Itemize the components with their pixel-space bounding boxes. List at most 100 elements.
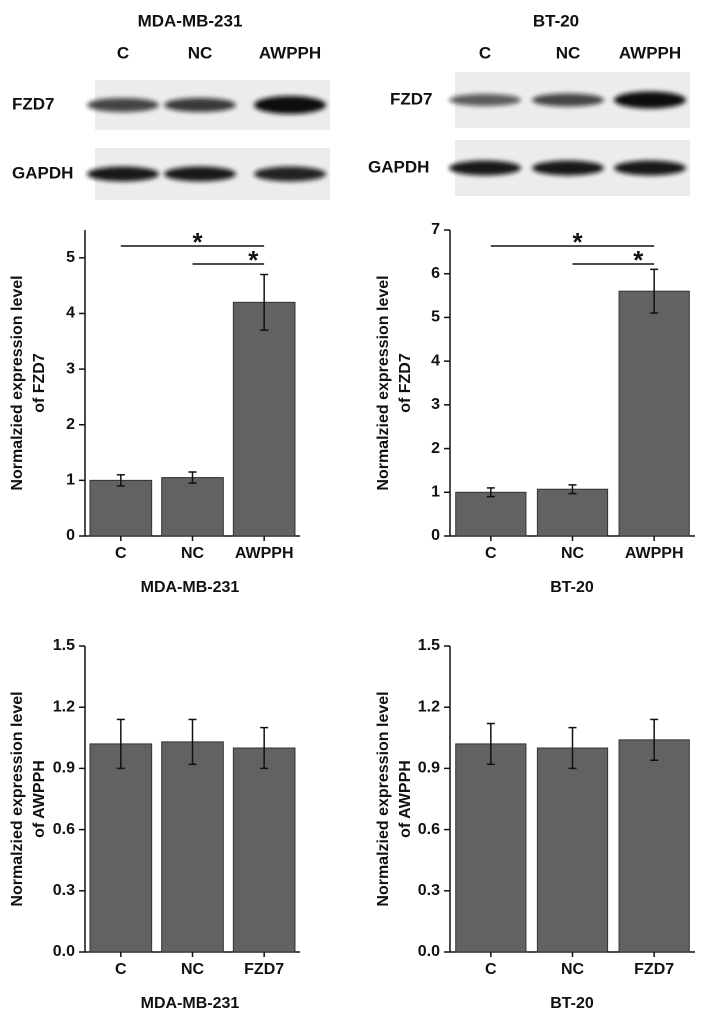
significance-mark: * — [633, 245, 644, 275]
bar — [618, 290, 690, 537]
y-tick-label: 0.0 — [418, 943, 440, 960]
y-tick-label: 1 — [431, 484, 440, 501]
y-tick-label: 5 — [66, 249, 75, 266]
y-tick-label: 1 — [66, 472, 75, 489]
y-tick-label: 0 — [66, 527, 75, 544]
y-tick-label: 1.5 — [53, 637, 75, 654]
x-tick-label: C — [485, 545, 497, 562]
error-bar — [188, 718, 197, 766]
y-tick-label: 0.6 — [53, 821, 75, 838]
y-tick-label: 2 — [66, 416, 75, 433]
blot-title: BT-20 — [533, 11, 579, 30]
blot-band — [614, 160, 686, 176]
blot-band — [87, 98, 159, 112]
x-tick-label: C — [115, 545, 127, 562]
bar — [161, 741, 224, 953]
x-tick-label: NC — [181, 545, 205, 562]
blot-band — [164, 166, 236, 182]
blot-band — [254, 96, 326, 114]
error-bar — [260, 726, 269, 770]
significance-mark: * — [572, 227, 583, 257]
error-bar — [260, 273, 269, 331]
error-bar — [486, 722, 495, 766]
x-tick-label: FZD7 — [634, 961, 674, 978]
y-tick-label: 1.5 — [418, 637, 440, 654]
blot-row-label: FZD7 — [390, 89, 433, 108]
bar — [455, 743, 527, 953]
significance-mark: * — [248, 245, 259, 275]
y-tick-label: 0.3 — [53, 882, 75, 899]
y-axis-title: of FZD7 — [397, 353, 414, 413]
blot-band — [449, 160, 521, 176]
bar — [618, 739, 690, 953]
y-tick-label: 1.2 — [418, 698, 440, 715]
blot-band — [87, 166, 159, 182]
y-tick-label: 0.9 — [418, 760, 440, 777]
y-tick-label: 5 — [431, 309, 440, 326]
bar — [232, 301, 296, 537]
y-tick-label: 3 — [431, 396, 440, 413]
x-tick-label: NC — [561, 961, 585, 978]
error-bar — [568, 726, 577, 770]
x-axis-title: BT-20 — [550, 579, 594, 596]
lane-label: NC — [188, 43, 213, 62]
y-axis-title: Normalzied expression level — [375, 275, 392, 490]
bar — [89, 743, 153, 953]
x-tick-label: FZD7 — [244, 961, 284, 978]
y-axis-title: of AWPPH — [31, 760, 48, 838]
blot-row-label: FZD7 — [12, 94, 55, 113]
blot-band — [449, 94, 521, 106]
blot-band — [254, 166, 326, 182]
bar — [455, 491, 527, 537]
y-axis-title: Normalzied expression level — [375, 691, 392, 906]
error-bar — [188, 471, 197, 484]
x-tick-label: C — [485, 961, 497, 978]
blot-row-label: GAPDH — [12, 163, 73, 182]
y-tick-label: 4 — [431, 352, 440, 369]
y-tick-label: 7 — [431, 221, 440, 238]
error-bar — [116, 474, 125, 487]
x-tick-label: AWPPH — [625, 545, 684, 562]
y-axis-title: of FZD7 — [31, 353, 48, 413]
y-axis-title: Normalzied expression level — [9, 275, 26, 490]
lane-label: NC — [556, 43, 581, 62]
error-bar — [650, 268, 659, 314]
error-bar — [568, 484, 577, 495]
y-tick-label: 4 — [66, 305, 75, 322]
y-tick-label: 0 — [431, 527, 440, 544]
x-axis-title: MDA-MB-231 — [141, 579, 240, 596]
bar — [536, 747, 609, 953]
y-axis-title: Normalzied expression level — [9, 691, 26, 906]
bar — [536, 488, 609, 537]
blot-band — [532, 160, 604, 176]
error-bar — [116, 718, 125, 770]
lane-label: AWPPH — [259, 43, 321, 62]
bar — [89, 479, 153, 537]
x-tick-label: AWPPH — [235, 545, 294, 562]
y-tick-label: 0.0 — [53, 943, 75, 960]
x-tick-label: NC — [181, 961, 205, 978]
bar — [161, 477, 224, 537]
significance-mark: * — [192, 227, 203, 257]
y-tick-label: 6 — [431, 265, 440, 282]
y-tick-label: 0.9 — [53, 760, 75, 777]
y-tick-label: 0.6 — [418, 821, 440, 838]
blot-row-label: GAPDH — [368, 157, 429, 176]
lane-label: AWPPH — [619, 43, 681, 62]
y-tick-label: 1.2 — [53, 698, 75, 715]
blot-band — [532, 93, 604, 107]
x-axis-title: BT-20 — [550, 995, 594, 1012]
blot-band — [164, 98, 236, 112]
lane-label: C — [479, 43, 491, 62]
bar — [232, 747, 296, 953]
blot-band — [614, 91, 686, 109]
x-axis-title: MDA-MB-231 — [141, 995, 240, 1012]
y-tick-label: 3 — [66, 360, 75, 377]
y-tick-label: 2 — [431, 440, 440, 457]
y-tick-label: 0.3 — [418, 882, 440, 899]
blot-title: MDA-MB-231 — [138, 11, 243, 30]
lane-label: C — [117, 43, 129, 62]
y-axis-title: of AWPPH — [397, 760, 414, 838]
x-tick-label: NC — [561, 545, 585, 562]
